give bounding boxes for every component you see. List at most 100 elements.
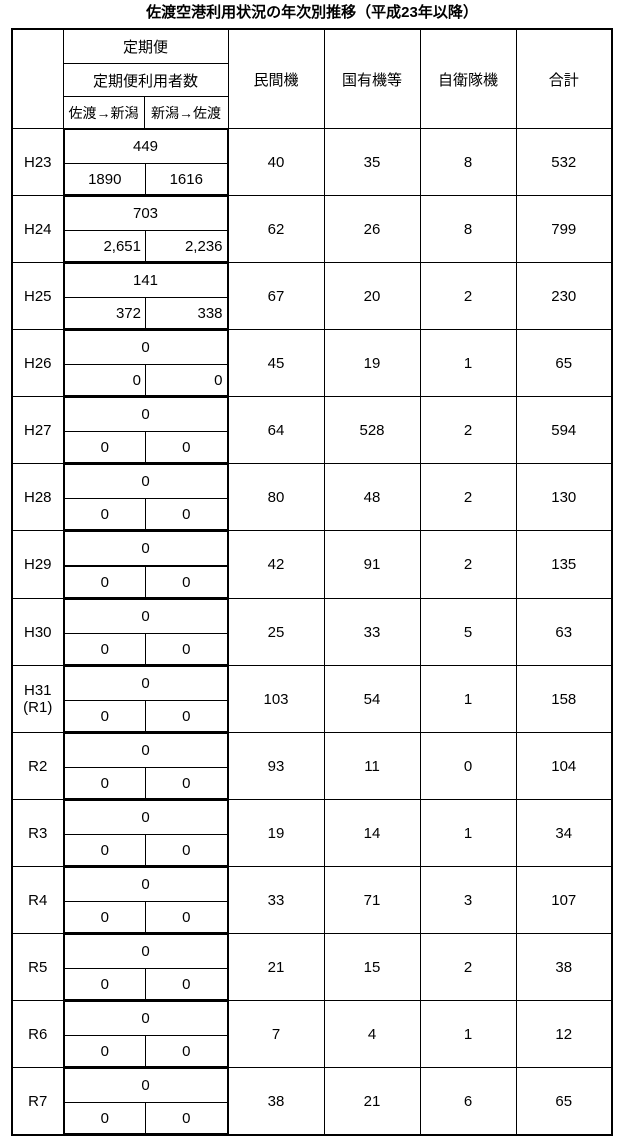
scheduled-flights-row: 0 bbox=[64, 1068, 228, 1103]
scheduled-flights-value: 0 bbox=[64, 531, 228, 567]
table-row: H29 0 0 0 42 91 2 135 bbox=[11, 530, 613, 599]
scheduled-flights-value: 0 bbox=[64, 733, 228, 768]
scheduled-flights-value: 0 bbox=[64, 800, 228, 835]
scheduled-flights-row: 0 bbox=[64, 599, 228, 634]
row-jsdf-aircraft-value: 2 bbox=[419, 396, 517, 464]
year-primary: R7 bbox=[28, 1092, 48, 1110]
passengers-outbound-value: 0 bbox=[64, 498, 146, 530]
row-scheduled-block: 703 2,651 2,236 bbox=[62, 195, 229, 263]
row-total-value: 38 bbox=[515, 933, 613, 1001]
row-private-aircraft-value: 38 bbox=[227, 1067, 325, 1136]
header-row-group: 定期便 民間機 国有機等 自衛隊機 合計 bbox=[11, 28, 613, 129]
row-government-aircraft-value: 15 bbox=[323, 933, 421, 1001]
row-government-aircraft-value: 21 bbox=[323, 1067, 421, 1136]
year-primary: H27 bbox=[23, 421, 52, 439]
scheduled-flights-value: 0 bbox=[64, 330, 228, 365]
table-row: H31 (R1) 0 0 0 103 54 1 158 bbox=[11, 665, 613, 733]
year-primary: R6 bbox=[28, 1025, 48, 1043]
row-jsdf-aircraft-value: 1 bbox=[419, 665, 517, 733]
table-row: H30 0 0 0 25 33 5 63 bbox=[11, 598, 613, 666]
year-primary: R3 bbox=[28, 824, 48, 842]
row-government-aircraft-value: 20 bbox=[323, 262, 421, 330]
scheduled-flights-row: 0 bbox=[64, 867, 228, 902]
row-private-aircraft-value: 40 bbox=[227, 128, 325, 196]
passengers-inbound-value: 0 bbox=[145, 1102, 228, 1134]
scheduled-flights-value: 0 bbox=[64, 1068, 228, 1103]
passengers-outbound-value: 0 bbox=[64, 700, 146, 732]
row-scheduled-block: 141 372 338 bbox=[62, 262, 229, 330]
row-total-value: 532 bbox=[515, 128, 613, 196]
row-total-value: 65 bbox=[515, 1067, 613, 1136]
row-government-aircraft-value: 14 bbox=[323, 799, 421, 867]
row-scheduled-block: 449 1890 1616 bbox=[62, 128, 229, 196]
row-jsdf-aircraft-value: 8 bbox=[419, 195, 517, 263]
passengers-inbound-value: 1616 bbox=[145, 163, 228, 195]
row-jsdf-aircraft-value: 2 bbox=[419, 463, 517, 531]
passengers-outbound-value: 0 bbox=[64, 364, 146, 396]
row-government-aircraft-value: 54 bbox=[323, 665, 421, 733]
row-year-label: H25 bbox=[11, 262, 64, 330]
header-direction-outbound: 佐渡→新潟 bbox=[62, 96, 145, 129]
table-row: H23 449 1890 1616 40 35 8 532 bbox=[11, 128, 613, 196]
year-primary: R2 bbox=[28, 757, 48, 775]
row-year-label: R7 bbox=[11, 1067, 64, 1136]
scheduled-split-table: 141 372 338 bbox=[64, 263, 228, 329]
header-corner-cell bbox=[11, 28, 64, 129]
year-primary: H29 bbox=[23, 556, 52, 573]
row-government-aircraft-value: 48 bbox=[323, 463, 421, 531]
row-year-label: R4 bbox=[11, 866, 64, 934]
passengers-outbound-value: 0 bbox=[64, 565, 146, 598]
row-jsdf-aircraft-value: 6 bbox=[419, 1067, 517, 1136]
passengers-outbound-value: 2,651 bbox=[64, 230, 146, 262]
year-primary: H25 bbox=[23, 287, 52, 305]
passengers-outbound-value: 372 bbox=[64, 297, 146, 329]
scheduled-flights-value: 0 bbox=[64, 599, 228, 634]
row-total-value: 107 bbox=[515, 866, 613, 934]
row-private-aircraft-value: 64 bbox=[227, 396, 325, 464]
passenger-counts-row: 1890 1616 bbox=[64, 163, 228, 195]
row-private-aircraft-value: 67 bbox=[227, 262, 325, 330]
scheduled-flights-value: 703 bbox=[64, 196, 228, 231]
table-row: H26 0 0 0 45 19 1 65 bbox=[11, 329, 613, 397]
table-row: H27 0 0 0 64 528 2 594 bbox=[11, 396, 613, 464]
header-jsdf-aircraft: 自衛隊機 bbox=[419, 28, 517, 129]
row-private-aircraft-value: 42 bbox=[227, 530, 325, 599]
passengers-outbound-value: 0 bbox=[64, 1035, 146, 1067]
row-year-label: H28 bbox=[11, 463, 64, 531]
row-private-aircraft-value: 93 bbox=[227, 732, 325, 800]
row-year-label: R3 bbox=[11, 799, 64, 867]
passengers-outbound-value: 0 bbox=[64, 1102, 146, 1134]
year-primary: R4 bbox=[28, 891, 48, 909]
header-scheduled-group: 定期便 bbox=[62, 28, 229, 64]
table-row: R5 0 0 0 21 15 2 38 bbox=[11, 933, 613, 1001]
table-row: R3 0 0 0 19 14 1 34 bbox=[11, 799, 613, 867]
passengers-outbound-value: 1890 bbox=[64, 163, 146, 195]
scheduled-flights-value: 0 bbox=[64, 1001, 228, 1036]
table-row: R4 0 0 0 33 71 3 107 bbox=[11, 866, 613, 934]
row-jsdf-aircraft-value: 8 bbox=[419, 128, 517, 196]
row-government-aircraft-value: 26 bbox=[323, 195, 421, 263]
row-year-label: H24 bbox=[11, 195, 64, 263]
passengers-inbound-value: 0 bbox=[145, 767, 228, 799]
row-total-value: 63 bbox=[515, 598, 613, 666]
passengers-outbound-value: 0 bbox=[64, 767, 146, 799]
page-title: 佐渡空港利用状況の年次別推移（平成23年以降） bbox=[146, 4, 478, 21]
header-row-directions: 佐渡→新潟 新潟→佐渡 bbox=[12, 96, 612, 129]
row-government-aircraft-value: 19 bbox=[323, 329, 421, 397]
table-row: R2 0 0 0 93 11 0 104 bbox=[11, 732, 613, 800]
scheduled-split-table: 703 2,651 2,236 bbox=[64, 196, 228, 262]
passengers-outbound-value: 0 bbox=[64, 431, 146, 463]
